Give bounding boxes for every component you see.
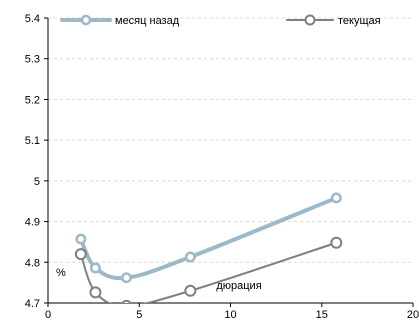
legend-layer: месяц назад текущая (60, 14, 381, 27)
series-1-point-1 (89, 286, 102, 299)
y-axis-tick-label: 4.7 (25, 298, 40, 310)
series-0-point-2 (121, 272, 132, 284)
annotation-label-0: дюрация (216, 280, 261, 292)
grid-layer (48, 17, 413, 263)
series-1-point-4 (330, 236, 343, 249)
y-axis-tick-label: 4.8 (25, 257, 40, 269)
y-axis-tick-label: 5 (34, 176, 40, 188)
x-axis-tick-label: 5 (136, 309, 142, 321)
series-0-point-0 (75, 233, 87, 245)
x-axis-tick-label: 10 (224, 309, 236, 321)
y-axis-tick-label: 5.4 (25, 13, 40, 25)
series-1-point-0 (74, 248, 87, 261)
series-1-point-2 (121, 299, 132, 303)
legend-marker-1 (304, 14, 316, 26)
y-axis-tick-label: 5.3 (25, 54, 40, 66)
legend-label-0: месяц назад (115, 15, 180, 27)
x-axis-tick-label: 15 (316, 309, 328, 321)
y-axis-tick-label: 4.9 (25, 217, 40, 229)
series-1-point-3 (184, 284, 197, 297)
x-axis-tick-label: 0 (45, 309, 51, 321)
y-axis-tick-label: 5.1 (25, 135, 40, 147)
series-0-point-3 (184, 251, 196, 263)
series-layer (74, 192, 343, 303)
legend-label-1: текущая (338, 15, 381, 27)
y-axis-tick-label: 5.2 (25, 94, 40, 106)
series-line-0 (78, 195, 339, 281)
annotation-layer: % дюрация (56, 267, 262, 292)
y-axis-label: % (56, 267, 66, 279)
series-0-point-1 (90, 262, 101, 274)
x-axis-tick-label: 20 (407, 309, 419, 321)
series-0-point-4 (330, 192, 342, 204)
legend-marker-0 (80, 14, 92, 26)
series-line-1 (79, 241, 338, 303)
axes-layer: 4.7 4.8 4.9 5 5.1 5.2 5.3 5.4 0 5 10 15 20 (25, 13, 419, 321)
